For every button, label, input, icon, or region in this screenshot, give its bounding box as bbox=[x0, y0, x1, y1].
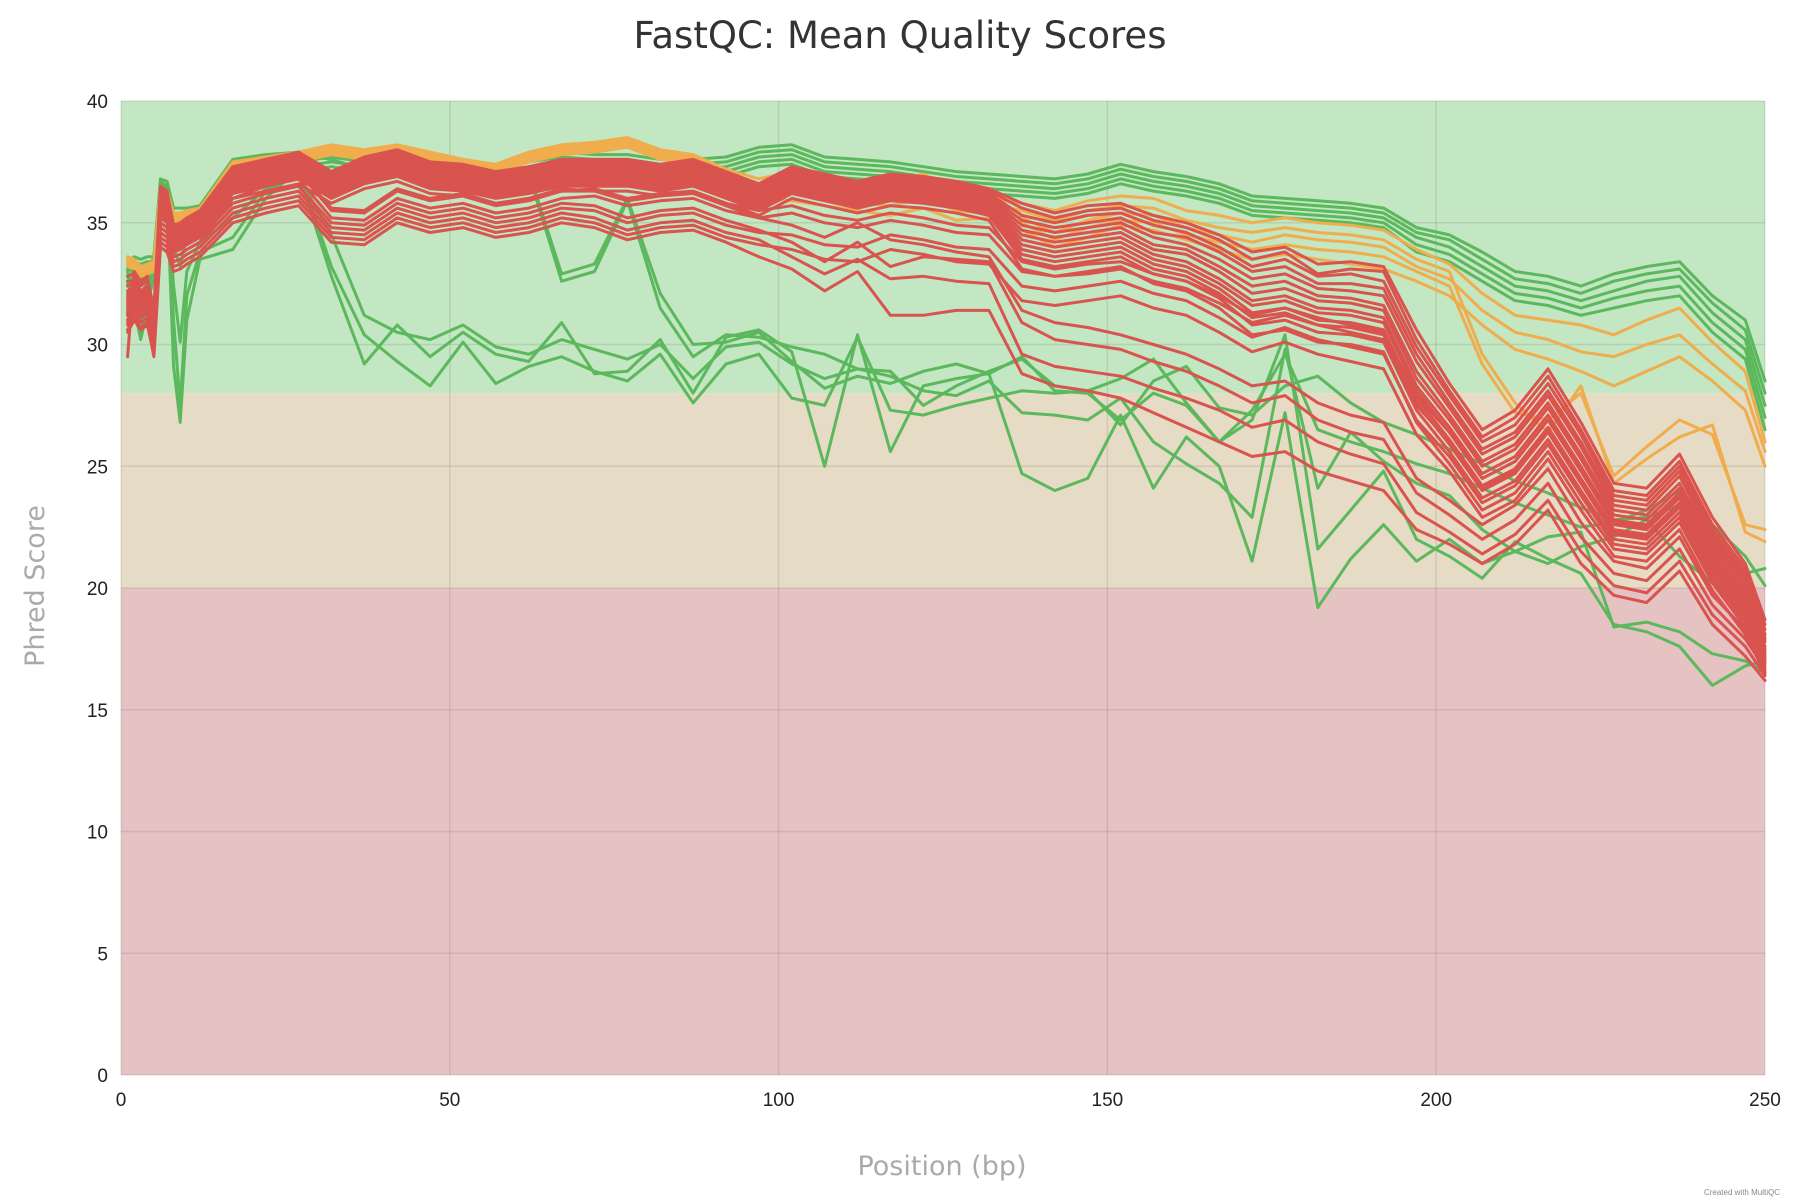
series-line-fail-32[interactable] bbox=[126, 184, 1767, 670]
band-0 bbox=[121, 588, 1765, 1075]
x-tick-label: 0 bbox=[116, 1090, 127, 1111]
y-tick-label: 10 bbox=[87, 823, 108, 844]
series-line-fail-15[interactable] bbox=[126, 150, 1767, 626]
series-lines bbox=[126, 136, 1767, 687]
y-tick-label: 25 bbox=[87, 457, 108, 478]
y-tick-label: 5 bbox=[97, 944, 108, 965]
y-tick-label: 35 bbox=[87, 214, 108, 235]
x-tick-label: 50 bbox=[439, 1090, 460, 1111]
series-line-fail-30[interactable] bbox=[126, 189, 1767, 668]
y-tick-label: 20 bbox=[87, 579, 108, 600]
x-axis-ticks: 0 50 100 150 200 250 bbox=[116, 1090, 1781, 1111]
x-tick-label: 150 bbox=[1092, 1090, 1124, 1111]
series-line-fail-26[interactable] bbox=[126, 148, 1767, 622]
series-line-fail-35[interactable] bbox=[126, 170, 1767, 661]
y-tick-label: 40 bbox=[87, 92, 108, 113]
y-tick-label: 0 bbox=[97, 1066, 108, 1087]
x-tick-label: 250 bbox=[1749, 1090, 1781, 1111]
x-tick-label: 200 bbox=[1420, 1090, 1452, 1111]
series-line-fail-29[interactable] bbox=[126, 170, 1767, 653]
series-line-fail-16[interactable] bbox=[126, 155, 1767, 636]
y-axis-title: Phred Score bbox=[20, 505, 51, 667]
series-line-pass-0[interactable] bbox=[126, 143, 1767, 383]
x-axis-title: Position (bp) bbox=[857, 1151, 1026, 1182]
y-axis-ticks: 0 5 10 15 20 25 30 35 40 bbox=[87, 92, 108, 1087]
series-line-fail-23[interactable] bbox=[126, 157, 1767, 641]
chart-title: FastQC: Mean Quality Scores bbox=[634, 14, 1167, 57]
series-line-fail-22[interactable] bbox=[126, 153, 1767, 631]
y-tick-label: 30 bbox=[87, 336, 108, 357]
series-line-fail-28[interactable] bbox=[126, 177, 1767, 661]
series-line-fail-34[interactable] bbox=[126, 204, 1767, 682]
series-line-fail-18[interactable] bbox=[126, 165, 1767, 651]
series-line-pass-5[interactable] bbox=[126, 167, 1767, 687]
created-with-credit[interactable]: Created with MultiQC bbox=[1704, 1188, 1780, 1197]
series-line-pass-6[interactable] bbox=[126, 172, 1767, 675]
x-tick-label: 100 bbox=[763, 1090, 795, 1111]
series-line-fail-33[interactable] bbox=[126, 194, 1767, 678]
series-line-fail-31[interactable] bbox=[126, 199, 1767, 675]
y-tick-label: 15 bbox=[87, 701, 108, 722]
